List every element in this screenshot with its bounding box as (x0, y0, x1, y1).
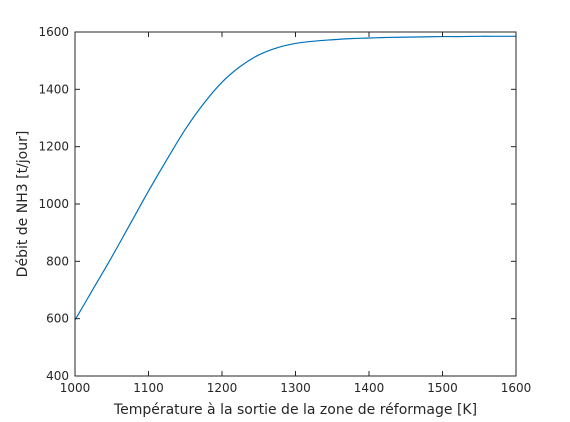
y-tick-label: 600 (46, 312, 69, 326)
y-axis-label: Débit de NH3 [t/jour] (15, 131, 31, 278)
x-tick-label: 1100 (133, 381, 164, 395)
x-tick-label: 1400 (354, 381, 385, 395)
y-tick-label: 1200 (38, 140, 69, 154)
series-line-0 (74, 35, 516, 321)
series-lines (74, 35, 516, 321)
x-tick-label: 1300 (280, 381, 311, 395)
x-axis-ticks: 1000 1100 1200 1300 1400 1500 1600 (60, 32, 532, 395)
y-tick-label: 1600 (38, 25, 69, 39)
y-tick-label: 800 (46, 254, 69, 268)
y-tick-label: 1400 (38, 82, 69, 96)
x-axis-label: Température à la sortie de la zone de ré… (113, 402, 477, 418)
y-tick-label: 400 (46, 369, 69, 383)
x-tick-label: 1600 (501, 381, 532, 395)
x-tick-label: 1200 (207, 381, 238, 395)
x-tick-label: 1000 (60, 381, 91, 395)
y-tick-label: 1000 (38, 197, 69, 211)
y-axis-ticks: 400 600 800 1000 1200 1400 1600 (38, 25, 516, 383)
x-tick-label: 1500 (427, 381, 458, 395)
